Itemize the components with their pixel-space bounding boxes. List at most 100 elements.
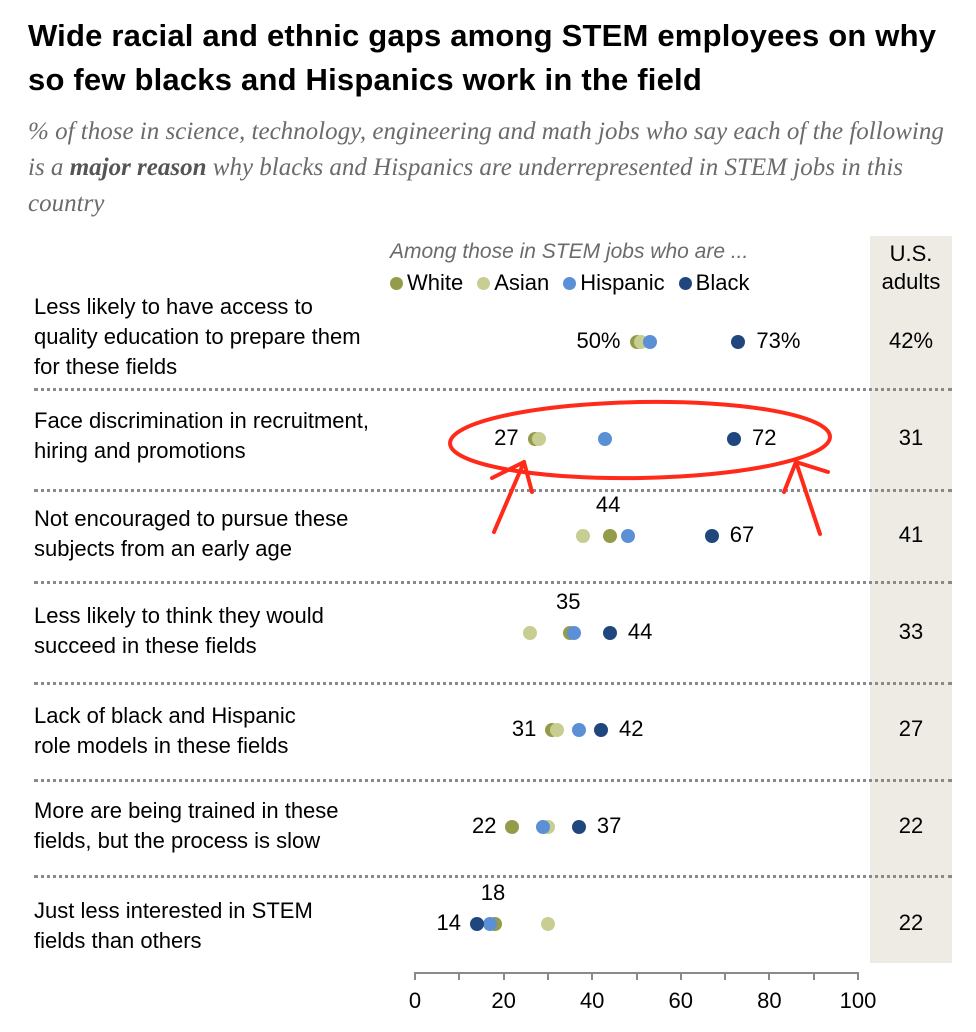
- row-label: Lack of black and Hispanic role models in…: [34, 701, 434, 761]
- row-label-line: fields than others: [34, 928, 202, 953]
- dot-asian: [532, 432, 547, 446]
- us-adults-value: 22: [898, 910, 924, 935]
- dot-black: [731, 335, 746, 349]
- legend-item-white: White: [390, 270, 463, 296]
- row-label: Face discrimination in recruitment, hirin…: [34, 406, 434, 466]
- us-adults-column-band: [870, 236, 952, 963]
- us-adults-value: 41: [898, 522, 924, 547]
- us-adults-value: 27: [898, 716, 924, 741]
- data-label-left: 50%: [576, 328, 621, 353]
- dot-black: [571, 820, 586, 834]
- dot-black: [594, 723, 609, 737]
- data-label-right: 67: [729, 522, 755, 547]
- x-axis-tick: [414, 972, 416, 980]
- legend-label: White: [407, 270, 464, 295]
- dot-hispanic: [567, 626, 582, 640]
- dot-hispanic: [536, 820, 551, 834]
- data-label-left: 22: [471, 813, 497, 838]
- legend-label: Asian: [494, 270, 550, 295]
- row-divider: [34, 489, 952, 492]
- row-label-line: subjects from an early age: [34, 536, 293, 561]
- row-label-line: Just less interested in STEM: [34, 898, 313, 923]
- row-divider: [34, 875, 952, 878]
- row-label-line: role models in these fields: [34, 733, 289, 758]
- us-adults-value: 33: [898, 619, 924, 644]
- row-divider: [34, 581, 952, 584]
- row-divider: [34, 388, 952, 391]
- us-adults-heading: U.S. adults: [870, 240, 952, 296]
- row-label-line: Not encouraged to pursue these: [34, 506, 349, 531]
- row-label-line: hiring and promotions: [34, 438, 246, 463]
- x-axis-tick: [458, 972, 461, 980]
- legend-dot-black-icon: [678, 276, 692, 290]
- x-axis-tick: [857, 972, 859, 980]
- x-axis-tick: [679, 972, 682, 980]
- legend-dot-white-icon: [390, 276, 403, 290]
- row-label-line: for these fields: [34, 354, 178, 379]
- data-label-top: 35: [556, 589, 581, 614]
- legend-dot-asian-icon: [477, 276, 491, 290]
- dot-asian: [549, 723, 564, 737]
- data-label-right: 72: [751, 425, 777, 450]
- row-label-line: More are being trained in these: [34, 798, 339, 823]
- x-axis-tick-label: 40: [579, 988, 605, 1013]
- row-label-line: fields, but the process is slow: [34, 828, 321, 853]
- x-axis-tick: [812, 972, 815, 980]
- dot-hispanic: [598, 432, 613, 446]
- data-label-left: 31: [511, 716, 537, 741]
- annotation-arrow-left: [490, 460, 534, 534]
- legend-heading: Among those in STEM jobs who are ...: [390, 240, 749, 263]
- dot-asian: [523, 626, 538, 640]
- x-axis-tick: [635, 972, 638, 980]
- x-axis-tick: [768, 972, 771, 980]
- chart-title: Wide racial and ethnic gaps among STEM e…: [28, 18, 937, 97]
- us-adults-value: 22: [898, 813, 924, 838]
- data-label-right: 37: [596, 813, 622, 838]
- annotation-arrow-right: [782, 460, 830, 536]
- data-label-top: 44: [595, 492, 621, 517]
- dot-hispanic: [483, 917, 498, 931]
- subtitle-text-pre: % of those in science, technology, engin…: [28, 118, 944, 181]
- row-label: Not encouraged to pursue these subjects f…: [34, 504, 434, 564]
- us-heading-line2: adults: [881, 269, 941, 294]
- row-label-line: Lack of black and Hispanic: [34, 703, 296, 728]
- dot-black: [470, 917, 485, 931]
- dot-asian: [576, 529, 591, 543]
- row-label: Less likely to think they would succeed i…: [34, 601, 434, 661]
- row-label: Just less interested in STEM fields than …: [34, 896, 434, 956]
- dot-black: [704, 529, 719, 543]
- x-axis-tick-label: 80: [757, 988, 782, 1013]
- dot-white: [602, 529, 617, 543]
- chart-subtitle: % of those in science, technology, engin…: [28, 114, 958, 222]
- legend-label: Hispanic: [580, 270, 665, 295]
- row-label-line: succeed in these fields: [34, 633, 257, 658]
- legend: White Asian Hispanic Black: [390, 270, 763, 296]
- dot-hispanic: [642, 335, 657, 349]
- us-adults-value: 42%: [888, 328, 934, 353]
- row-label-line: Face discrimination in recruitment,: [34, 408, 370, 433]
- x-axis-tick-label: 0: [408, 988, 422, 1013]
- row-label-line: quality education to prepare them: [34, 324, 361, 349]
- dot-hispanic: [571, 723, 586, 737]
- data-label-left: 14: [436, 910, 462, 935]
- x-axis-tick-label: 20: [491, 988, 516, 1013]
- legend-item-hispanic: Hispanic: [563, 270, 665, 296]
- dot-white: [505, 820, 520, 834]
- data-label-right: 73%: [756, 328, 801, 353]
- x-axis-tick: [591, 972, 594, 980]
- x-axis-tick: [724, 972, 727, 980]
- data-label-top: 18: [480, 880, 506, 905]
- row-label: More are being trained in these fields, b…: [34, 796, 434, 856]
- row-label-line: Less likely to think they would: [34, 603, 324, 628]
- row-label: Less likely to have access to quality edu…: [34, 292, 434, 382]
- row-label-line: Less likely to have access to: [34, 294, 313, 319]
- dot-black: [602, 626, 617, 640]
- row-divider: [34, 779, 952, 782]
- subtitle-emphasis: major reason: [69, 154, 207, 181]
- us-adults-value: 31: [898, 425, 924, 450]
- x-axis-tick-label: 60: [668, 988, 694, 1013]
- data-label-right: 42: [619, 716, 644, 741]
- legend-dot-hispanic-icon: [563, 276, 577, 290]
- dot-hispanic: [620, 529, 635, 543]
- legend-item-asian: Asian: [477, 270, 549, 296]
